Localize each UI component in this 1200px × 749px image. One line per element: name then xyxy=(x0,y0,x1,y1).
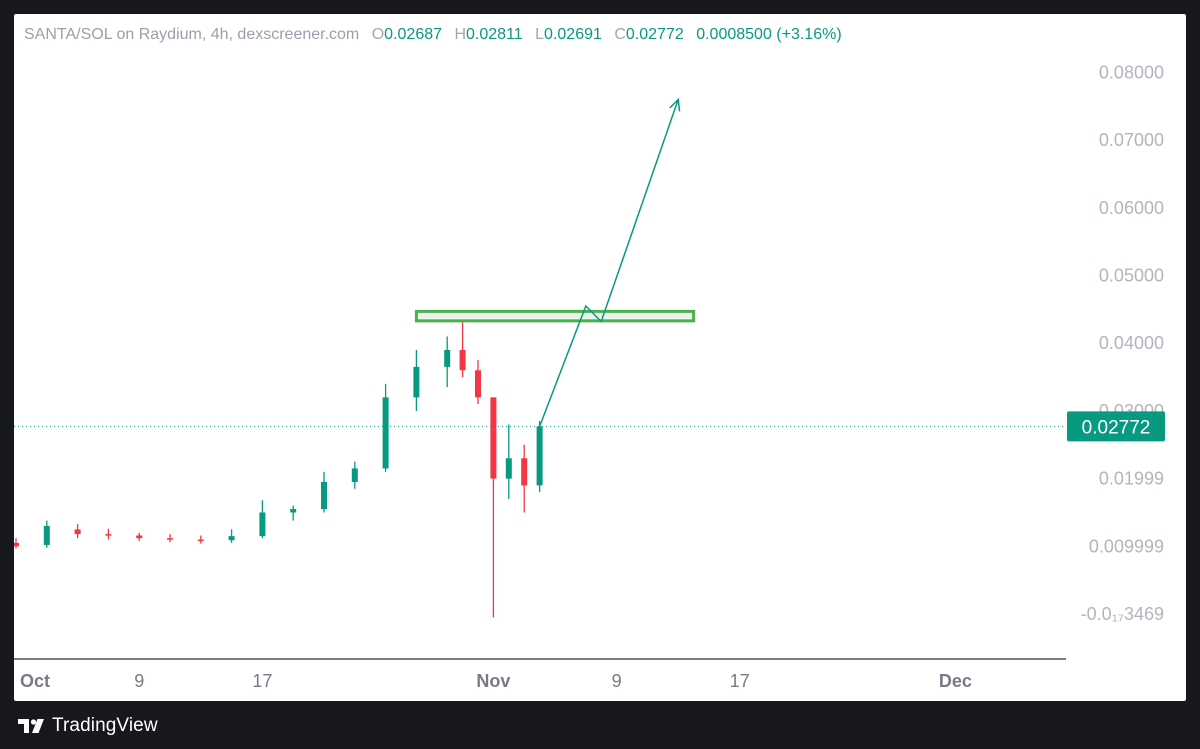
candle-body xyxy=(459,349,466,371)
candle-body xyxy=(228,536,235,541)
time-axis-label: 9 xyxy=(134,671,144,691)
candle-body xyxy=(290,509,297,513)
time-axis-label: 9 xyxy=(612,671,622,691)
footer: TradingView xyxy=(18,712,158,740)
symbol-title: SANTA/SOL on Raydium, 4h, dexscreener.co… xyxy=(24,26,360,43)
resistance-zone-rectangle[interactable] xyxy=(414,309,696,323)
price-axis-label: 0.05000 xyxy=(1099,266,1164,286)
candle-body xyxy=(536,426,543,486)
change-value: 0.0008500 (+3.16%) xyxy=(696,26,842,43)
open-value: 0.02687 xyxy=(384,26,443,43)
projection-path-arrow[interactable] xyxy=(538,99,679,427)
price-axis-label: 0.06000 xyxy=(1099,198,1164,218)
high-value: 0.02811 xyxy=(466,26,523,43)
price-axis-label: 0.08000 xyxy=(1099,62,1164,82)
candle-body xyxy=(197,539,204,542)
price-axis-label: -0.0₁₇3469 xyxy=(1081,604,1164,624)
price-axis-label: 0.04000 xyxy=(1099,333,1164,353)
candle-body xyxy=(382,397,389,469)
candle-body xyxy=(321,481,327,510)
candle-body xyxy=(105,534,112,536)
time-axis-label: Dec xyxy=(939,671,972,691)
candle-body xyxy=(505,458,512,479)
ohlc-legend: SANTA/SOL on Raydium, 4h, dexscreener.co… xyxy=(24,26,842,44)
candle-body xyxy=(351,468,358,482)
chart-panel[interactable]: 0.08000 0.07000 0.06000 0.05000 0.04000 0.030… xyxy=(14,14,1186,701)
open-label: O xyxy=(371,26,385,43)
candle-body xyxy=(14,542,19,547)
arrowhead-icon xyxy=(669,97,681,112)
candle-body xyxy=(490,397,497,479)
price-axis-label: 0.01999 xyxy=(1099,469,1164,489)
low-label: L xyxy=(535,26,545,43)
close-label: C xyxy=(614,26,626,43)
candle-body xyxy=(167,538,173,540)
tradingview-logo-icon xyxy=(18,719,44,733)
high-label: H xyxy=(454,26,467,43)
last-price-tag xyxy=(1067,411,1165,442)
price-chart[interactable]: 0.080000.070000.060000.050000.040000.030… xyxy=(14,14,1186,701)
candle-body xyxy=(444,349,451,367)
low-value: 0.02691 xyxy=(544,26,602,43)
price-axis-label: 0.07000 xyxy=(1099,130,1164,150)
brand-name: TradingView xyxy=(52,715,158,736)
candle-body xyxy=(43,525,50,545)
candle-body xyxy=(475,370,481,398)
price-axis-label: 0.009999 xyxy=(1089,536,1164,556)
candle-body xyxy=(74,529,81,535)
time-axis-label: Oct xyxy=(20,671,50,691)
candle-body xyxy=(413,366,420,398)
time-axis-label: 17 xyxy=(730,671,750,691)
candle-body xyxy=(521,458,528,486)
candle-body xyxy=(259,512,266,537)
close-value: 0.02772 xyxy=(625,26,684,43)
time-axis-label: Nov xyxy=(476,671,510,691)
candle-body xyxy=(136,535,143,539)
time-axis-label: 17 xyxy=(252,671,272,691)
last-price-tag-label: 0.02772 xyxy=(1082,417,1151,438)
